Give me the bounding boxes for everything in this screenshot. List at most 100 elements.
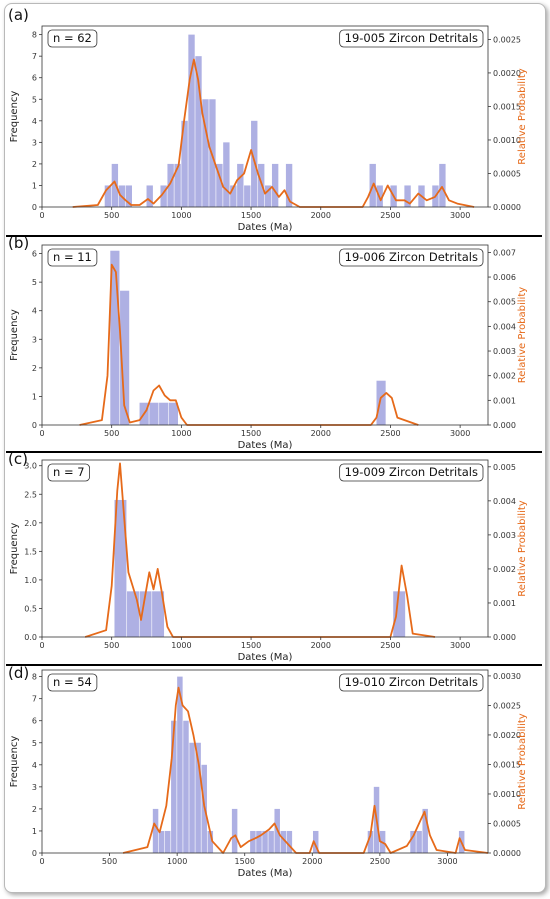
y-tick-label: 2 [32,160,37,169]
x-tick-label: 0 [39,641,44,650]
histogram-bar [114,499,127,637]
y2-tick-label: 0.0010 [493,136,521,145]
x-tick-label: 3000 [450,429,470,438]
histogram-bar [393,591,406,637]
y-tick-label: 4 [32,307,37,316]
histogram-bar [231,808,238,853]
y2-tick-label: 0.000 [493,633,516,642]
n-count-label: n = 62 [53,31,92,45]
x-tick-label: 500 [104,641,119,650]
y2-tick-label: 0.0005 [493,169,521,178]
y2-tick-label: 0.0025 [493,35,521,44]
histogram-bar [160,185,167,207]
n-count-box-border [47,673,98,692]
histogram-bar [152,808,159,853]
histogram-bar [195,742,201,853]
y-tick-label: 0 [32,203,37,212]
sample-title-border [339,673,484,692]
x-tick-label: 500 [104,211,119,220]
y2-tick-label: 0.003 [493,347,516,356]
sample-title-border [339,248,484,267]
histogram-bar [268,830,274,853]
histogram-bar [183,720,189,853]
x-tick-label: 500 [104,429,119,438]
probability-curve [72,58,475,208]
y2-tick-label: 0.0025 [493,701,521,710]
histogram-bar [152,591,165,637]
x-tick-label: 2500 [370,857,390,866]
histogram-bar [120,290,130,425]
x-tick-label: 2500 [380,641,400,650]
histogram-bar [286,830,293,853]
n-count-label: n = 54 [53,675,92,689]
x-tick-label: 3000 [450,641,470,650]
n-count-box: n = 7 [47,463,90,482]
panel-label: (c) [8,450,28,468]
sample-title-border [339,463,484,482]
n-count-box-border [47,248,98,267]
n-count-box-border [47,463,90,482]
histogram-bar [177,676,183,853]
sample-title-box: 19-010 Zircon Detritals [339,673,484,692]
y-tick-label: 2 [32,805,37,814]
x-axis-label: Dates (Ma) [238,652,293,663]
y2-tick-label: 0.0000 [493,203,521,212]
sample-title: 19-005 Zircon Detritals [345,31,478,45]
y-tick-label: 8 [32,31,37,40]
histogram-bar [216,163,223,207]
histogram-bar [167,163,174,207]
y-tick-label: 0.5 [24,604,37,613]
histogram-bar [104,185,112,207]
panel-a: 0 500 1000 1500 2000 2500 3000 0 1 2 3 4 5 6 7 8 0.0000 0… [8,6,528,233]
x-axis-label: Dates (Ma) [238,222,293,233]
plot-frame [41,25,489,208]
y-tick-label: 5 [32,739,37,748]
histogram-bar [230,185,237,207]
histogram-bar [237,163,244,207]
y-tick-label: 8 [32,673,37,682]
x-tick-label: 3000 [450,211,470,220]
histogram-bar [207,830,214,853]
histogram-bar [285,163,293,207]
probability-curve [122,686,489,854]
y-tick-label: 6 [32,250,37,259]
panel-d: 0 500 1000 1500 2000 2500 3000 0 1 2 3 4 5 6 7 8 0.0000 0… [8,664,528,879]
sample-title-box: 19-009 Zircon Detritals [339,463,484,482]
panel-c: 0 500 1000 1500 2000 2500 3000 0.0 0.5 1.0 1.5 2.0 2… [8,450,528,663]
histogram-bar [244,185,251,207]
x-tick-label: 2500 [380,211,400,220]
x-tick-label: 1000 [171,641,191,650]
x-tick-label: 2500 [380,429,400,438]
plot-frame [41,244,489,426]
panel-b: 0 500 1000 1500 2000 2500 3000 0 1 2 3 4 5 6 0.000 0.00… [8,234,528,451]
y2-tick-label: 0.0020 [493,731,521,740]
histogram-bar [195,56,202,207]
x-tick-label: 3000 [437,857,457,866]
x-tick-label: 2000 [311,429,331,438]
x-tick-label: 0 [39,211,44,220]
histogram-bar [127,591,139,637]
y2-tick-label: 0.006 [493,273,516,282]
x-tick-label: 500 [102,857,117,866]
x-tick-label: 1500 [241,211,261,220]
histogram-bar [168,402,178,425]
y-tick-label: 3 [32,138,37,147]
y2-tick-label: 0.0005 [493,819,521,828]
y2-axis-label: Relative Probability [517,713,528,809]
sample-title: 19-009 Zircon Detritals [345,465,478,479]
sample-title-box: 19-005 Zircon Detritals [339,29,484,48]
y2-tick-label: 0.007 [493,248,516,257]
y2-axis-label: Relative Probability [517,287,528,383]
sample-title-box: 19-006 Zircon Detritals [339,248,484,267]
histogram-bar [404,185,411,207]
plot-frame [41,669,489,854]
y-tick-label: 0 [32,849,37,858]
y-tick-label: 3 [32,783,37,792]
probability-curve [79,263,419,426]
y-tick-label: 1 [32,392,37,401]
histogram-bar [139,591,152,637]
n-count-box: n = 11 [47,248,98,267]
y-tick-label: 1 [32,827,37,836]
x-tick-label: 1500 [241,641,261,650]
